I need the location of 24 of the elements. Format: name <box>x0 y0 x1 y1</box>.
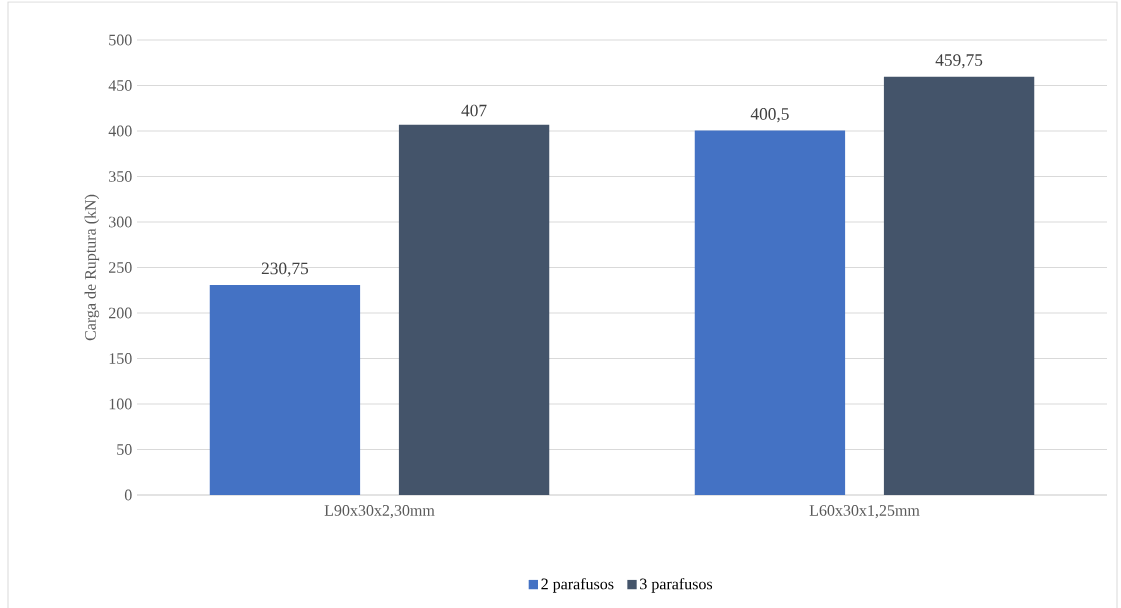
y-tick-label: 450 <box>108 80 132 91</box>
bar <box>398 124 550 495</box>
x-tick-label: L90x30x2,30mm <box>324 505 435 519</box>
y-tick-label: 50 <box>117 444 132 455</box>
x-tick-label: L60x30x1,25mm <box>809 505 920 519</box>
y-tick-label: 500 <box>109 34 132 46</box>
data-label: 400,5 <box>750 108 789 123</box>
y-axis-title: Carga de Ruptura (kN) <box>84 194 100 341</box>
y-tick-label: 100 <box>109 398 132 410</box>
y-tick-label: 350 <box>109 171 132 182</box>
bar <box>694 130 846 495</box>
bar <box>883 76 1035 495</box>
y-tick-label: 250 <box>109 262 132 273</box>
data-label: 459,75 <box>935 54 983 69</box>
data-label: 407 <box>461 104 487 117</box>
legend-label: 3 parafusos <box>640 577 713 593</box>
y-tick-label: 150 <box>109 353 132 364</box>
y-tick-label: 300 <box>109 216 132 228</box>
data-label: 230,75 <box>261 262 309 277</box>
y-tick-label: 400 <box>108 125 132 137</box>
bar <box>209 285 361 495</box>
legend-label: 2 parafusos <box>541 577 614 593</box>
y-tick-label: 0 <box>124 489 132 501</box>
y-tick-label: 200 <box>109 307 132 319</box>
